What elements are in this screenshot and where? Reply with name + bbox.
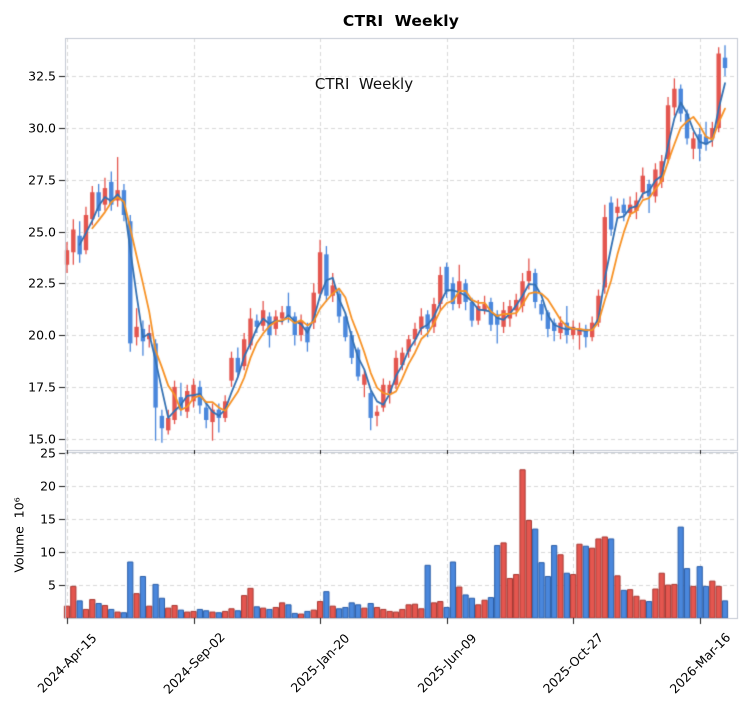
- price-panel-annotation: CTRI Weekly: [314, 75, 414, 93]
- price-y-tick-label: 15.0: [28, 431, 56, 447]
- price-y-tick-label: 22.5: [28, 275, 56, 291]
- price-y-tick-label: 17.5: [28, 379, 56, 395]
- volume-y-tick-label: 15: [40, 511, 56, 527]
- chart-title: CTRI Weekly: [342, 12, 460, 30]
- volume-y-tick-label: 10: [40, 544, 56, 560]
- price-y-tick-label: 30.0: [28, 120, 56, 136]
- price-y-tick-label: 32.5: [28, 68, 56, 84]
- price-y-tick-label: 20.0: [28, 327, 56, 343]
- volume-axis-label: Volume 10⁶: [11, 497, 27, 573]
- price-y-tick-label: 25.0: [28, 224, 56, 240]
- volume-y-tick-label: 25: [40, 445, 56, 461]
- volume-y-tick-label: 5: [48, 577, 56, 593]
- price-y-tick-label: 27.5: [28, 172, 56, 188]
- volume-y-tick-label: 20: [40, 478, 56, 494]
